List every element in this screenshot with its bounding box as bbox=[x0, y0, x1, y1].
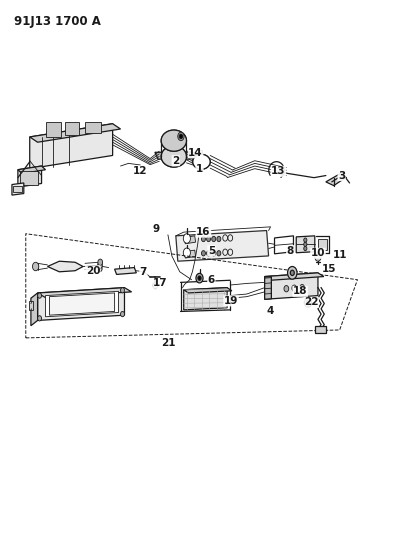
Text: 9: 9 bbox=[152, 224, 160, 235]
Text: 13: 13 bbox=[271, 166, 286, 176]
Bar bbox=[318, 239, 327, 249]
Circle shape bbox=[304, 242, 307, 246]
Circle shape bbox=[304, 238, 307, 242]
Text: 5: 5 bbox=[208, 246, 215, 256]
Circle shape bbox=[217, 251, 221, 256]
Circle shape bbox=[290, 270, 294, 276]
Text: 10: 10 bbox=[311, 248, 325, 259]
Circle shape bbox=[180, 134, 182, 139]
Text: 11: 11 bbox=[332, 250, 347, 260]
Circle shape bbox=[217, 236, 221, 241]
Polygon shape bbox=[326, 174, 346, 185]
Circle shape bbox=[98, 262, 103, 269]
Polygon shape bbox=[265, 273, 324, 280]
Circle shape bbox=[120, 311, 124, 317]
Polygon shape bbox=[47, 261, 83, 272]
Text: 6: 6 bbox=[208, 274, 215, 285]
Bar bbox=[65, 122, 79, 135]
Circle shape bbox=[97, 265, 102, 272]
Polygon shape bbox=[184, 288, 232, 293]
Text: 12: 12 bbox=[133, 166, 148, 176]
Text: 19: 19 bbox=[224, 296, 238, 306]
Circle shape bbox=[201, 251, 205, 256]
Text: 3: 3 bbox=[338, 171, 345, 181]
Circle shape bbox=[196, 273, 203, 283]
Circle shape bbox=[98, 259, 103, 265]
Circle shape bbox=[212, 251, 216, 256]
Text: 14: 14 bbox=[188, 148, 203, 158]
Polygon shape bbox=[193, 155, 210, 169]
Text: 4: 4 bbox=[267, 306, 274, 317]
Polygon shape bbox=[296, 236, 315, 253]
Circle shape bbox=[183, 233, 190, 243]
Polygon shape bbox=[265, 273, 318, 300]
Circle shape bbox=[38, 316, 41, 321]
Text: 1: 1 bbox=[196, 164, 203, 174]
Polygon shape bbox=[155, 152, 193, 159]
Circle shape bbox=[300, 285, 304, 291]
Text: 7: 7 bbox=[140, 267, 147, 277]
Polygon shape bbox=[38, 288, 124, 320]
Text: 22: 22 bbox=[304, 297, 318, 308]
Text: 17: 17 bbox=[153, 278, 167, 288]
Text: 2: 2 bbox=[172, 156, 180, 166]
Circle shape bbox=[315, 253, 321, 261]
Text: 16: 16 bbox=[196, 227, 211, 237]
Circle shape bbox=[306, 300, 310, 304]
Circle shape bbox=[153, 282, 158, 289]
Text: 8: 8 bbox=[287, 246, 294, 256]
Bar bbox=[20, 171, 38, 184]
Circle shape bbox=[292, 285, 296, 292]
Circle shape bbox=[304, 246, 307, 251]
Polygon shape bbox=[161, 130, 186, 151]
Bar bbox=[85, 122, 101, 133]
Circle shape bbox=[198, 276, 201, 280]
Bar bbox=[13, 185, 22, 192]
Bar bbox=[45, 122, 61, 137]
Polygon shape bbox=[115, 268, 136, 274]
Circle shape bbox=[38, 293, 41, 298]
Circle shape bbox=[207, 251, 211, 256]
Circle shape bbox=[201, 236, 205, 241]
Text: 18: 18 bbox=[293, 286, 308, 296]
Circle shape bbox=[212, 236, 216, 241]
Polygon shape bbox=[12, 183, 24, 195]
Circle shape bbox=[183, 248, 190, 257]
Circle shape bbox=[304, 298, 312, 307]
Polygon shape bbox=[30, 124, 113, 168]
Polygon shape bbox=[184, 250, 196, 258]
Text: 20: 20 bbox=[86, 266, 100, 276]
Circle shape bbox=[178, 132, 184, 141]
Polygon shape bbox=[161, 146, 186, 167]
Text: 21: 21 bbox=[161, 338, 175, 348]
Text: 15: 15 bbox=[322, 264, 336, 273]
Circle shape bbox=[120, 288, 124, 293]
Polygon shape bbox=[176, 231, 269, 261]
Text: 91J13 1700 A: 91J13 1700 A bbox=[14, 15, 101, 28]
Bar bbox=[195, 150, 202, 156]
Circle shape bbox=[284, 286, 289, 292]
Polygon shape bbox=[184, 236, 196, 244]
Polygon shape bbox=[45, 292, 119, 317]
Polygon shape bbox=[265, 277, 271, 300]
Polygon shape bbox=[18, 166, 45, 173]
Polygon shape bbox=[30, 124, 120, 142]
Circle shape bbox=[288, 266, 297, 279]
Polygon shape bbox=[184, 288, 227, 310]
Bar bbox=[29, 301, 33, 310]
Polygon shape bbox=[38, 288, 132, 297]
Circle shape bbox=[207, 236, 211, 241]
Bar bbox=[315, 326, 326, 333]
Polygon shape bbox=[31, 293, 38, 326]
Polygon shape bbox=[18, 166, 41, 187]
Polygon shape bbox=[49, 293, 115, 315]
Circle shape bbox=[32, 262, 39, 271]
